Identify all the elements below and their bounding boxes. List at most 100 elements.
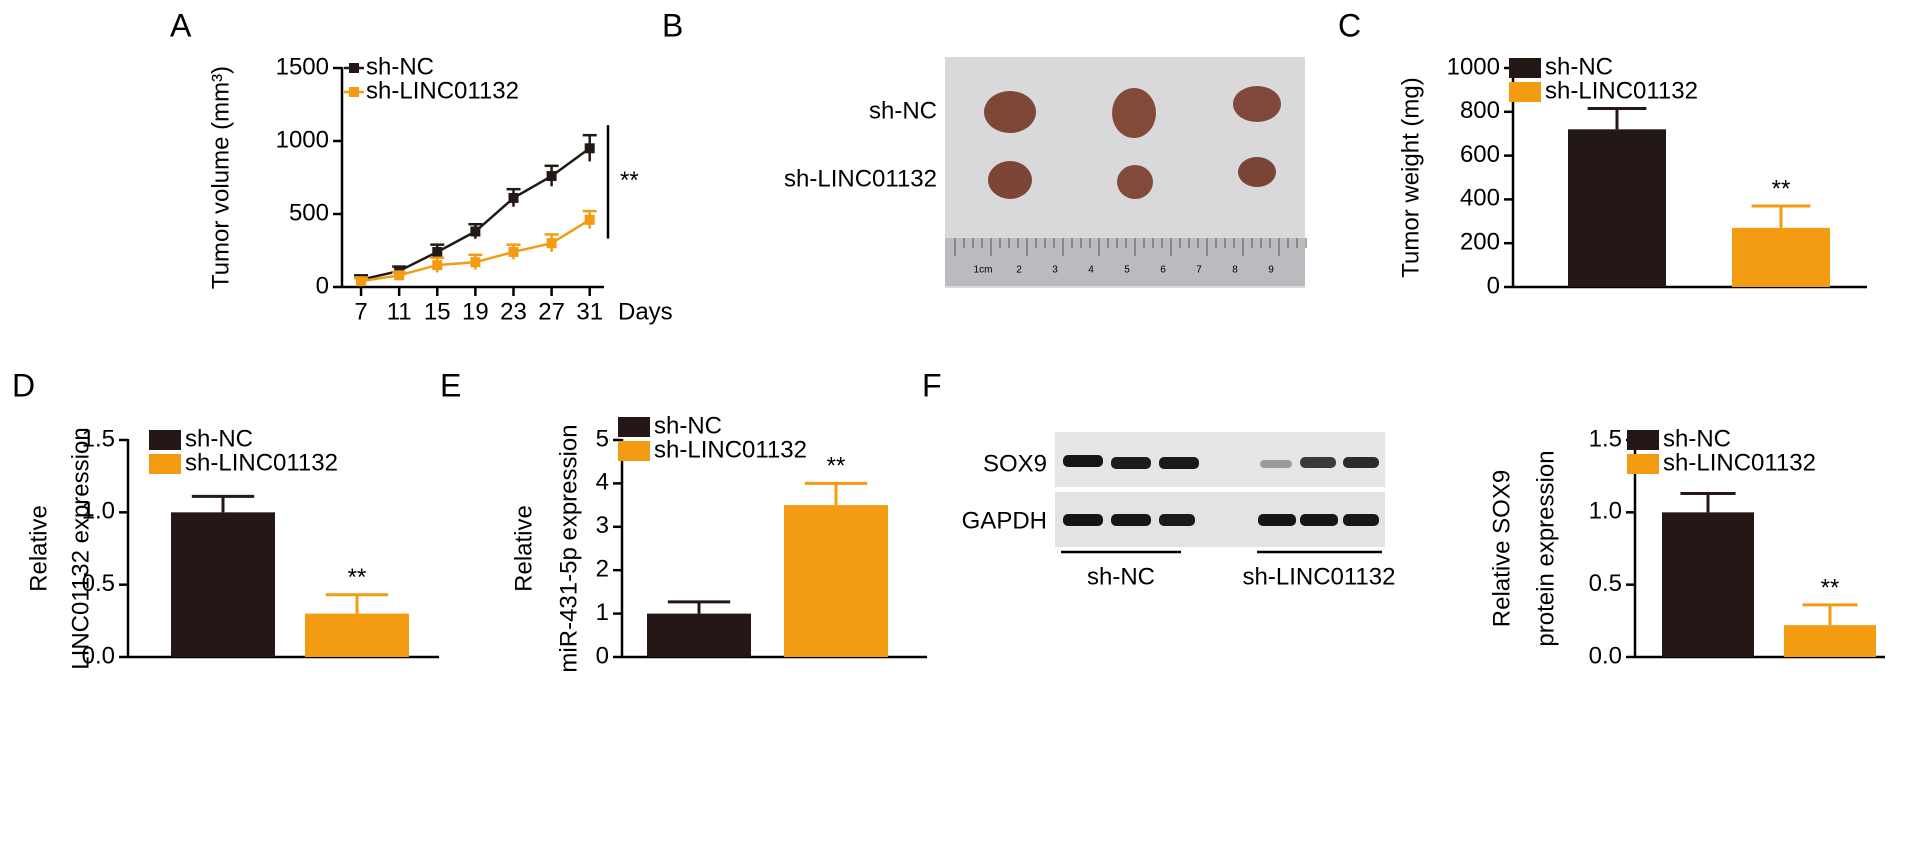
x-tick-label: 19 — [462, 298, 489, 325]
legend-swatch — [149, 430, 181, 450]
x-tick-label: 11 — [387, 298, 412, 325]
y-tick-label: 200 — [1460, 229, 1500, 256]
y-axis-label: Relative — [510, 505, 537, 592]
legend-label: sh-LINC01132 — [1663, 449, 1816, 476]
ruler-label: 9 — [1268, 265, 1274, 276]
band — [1258, 514, 1296, 526]
y-tick-label: 1.0 — [1589, 498, 1622, 525]
y-tick-label: 800 — [1460, 97, 1500, 124]
band — [1111, 457, 1151, 469]
marker — [584, 214, 595, 225]
ruler-label: 1cm — [974, 265, 993, 276]
legend-label: sh-LINC01132 — [366, 77, 519, 104]
significance-label: ** — [620, 167, 639, 194]
band — [1063, 455, 1103, 467]
bar — [1784, 625, 1876, 657]
marker — [356, 276, 367, 287]
band — [1260, 460, 1292, 468]
y-tick-label: 5 — [596, 425, 609, 452]
panel-letter: D — [12, 367, 35, 403]
panel-letter: B — [662, 7, 683, 43]
significance-label: ** — [1772, 175, 1791, 202]
y-axis-label: protein expression — [1532, 450, 1559, 646]
bar — [784, 505, 888, 657]
legend-label: sh-NC — [654, 412, 722, 439]
legend-swatch — [618, 417, 650, 437]
tumor — [1233, 86, 1281, 122]
legend-marker — [349, 63, 359, 73]
legend-label: sh-LINC01132 — [654, 436, 807, 463]
legend-label: sh-NC — [1545, 53, 1613, 80]
western-blot: SOX9 GAPDH sh-NC sh-LINC01132 — [962, 432, 1396, 590]
y-tick-label: 1 — [596, 599, 609, 626]
band — [1343, 457, 1379, 468]
legend-marker — [349, 87, 359, 97]
photo-row-label: sh-NC — [869, 97, 937, 124]
legend-swatch — [1509, 82, 1541, 102]
y-tick-label: 0.0 — [1589, 642, 1622, 669]
bar — [171, 512, 275, 657]
tumor — [1238, 157, 1276, 187]
bar — [1662, 512, 1754, 657]
y-tick-label: 2 — [596, 556, 609, 583]
blot-group-label: sh-NC — [1087, 563, 1155, 590]
marker — [470, 257, 481, 268]
ruler-label: 5 — [1124, 265, 1130, 276]
legend-label: sh-NC — [1663, 425, 1731, 452]
y-axis-label: Relative SOX9 — [1488, 470, 1515, 627]
x-tick-label: 7 — [354, 298, 367, 325]
legend-swatch — [618, 441, 650, 461]
y-tick-label: 1000 — [1447, 53, 1500, 80]
ruler-label: 2 — [1016, 265, 1022, 276]
bar — [1568, 129, 1666, 287]
blot-group-label: sh-LINC01132 — [1243, 563, 1396, 590]
band — [1063, 514, 1103, 526]
y-tick-label: 0 — [316, 272, 329, 299]
panel-letter: C — [1338, 7, 1361, 43]
y-axis-label: Relative — [25, 505, 52, 592]
marker — [432, 260, 443, 271]
y-tick-label: 1.5 — [1589, 425, 1622, 452]
marker — [546, 238, 557, 249]
x-tick-label: 27 — [538, 298, 565, 325]
y-tick-label: 1.5 — [82, 425, 115, 452]
marker — [508, 192, 519, 203]
band — [1300, 457, 1336, 468]
band — [1159, 514, 1195, 526]
ruler-label: 4 — [1088, 265, 1094, 276]
tumor — [984, 91, 1036, 133]
significance-label: ** — [827, 453, 846, 480]
blot-row-label: GAPDH — [962, 507, 1047, 534]
legend-label: sh-NC — [185, 425, 253, 452]
marker — [394, 270, 405, 281]
photo-row-label: sh-LINC01132 — [784, 165, 937, 192]
legend-label: sh-LINC01132 — [185, 449, 338, 476]
significance-label: ** — [348, 564, 367, 591]
y-tick-label: 1.0 — [82, 498, 115, 525]
blot-strip — [1055, 432, 1385, 487]
panel-letter: E — [440, 367, 461, 403]
significance-label: ** — [1821, 574, 1840, 601]
marker — [584, 143, 595, 154]
blot-row-label: SOX9 — [983, 450, 1047, 477]
y-axis-label: miR-431-5p expression — [555, 424, 582, 672]
y-tick-label: 600 — [1460, 141, 1500, 168]
ruler-label: 3 — [1052, 265, 1058, 276]
y-tick-label: 1000 — [276, 126, 329, 153]
y-axis-label: LINC01132 expression — [67, 427, 94, 669]
band — [1343, 514, 1379, 526]
legend-label: sh-NC — [366, 53, 434, 80]
legend-swatch — [149, 454, 181, 474]
x-tick-label: 31 — [576, 298, 603, 325]
marker — [432, 246, 443, 257]
panel-letter: F — [922, 367, 942, 403]
y-tick-label: 0.5 — [82, 570, 115, 597]
band — [1111, 514, 1151, 526]
y-tick-label: 400 — [1460, 185, 1500, 212]
tumor — [1112, 88, 1156, 138]
band — [1300, 514, 1338, 526]
y-tick-label: 0 — [596, 642, 609, 669]
ruler-label: 6 — [1160, 265, 1166, 276]
marker — [470, 226, 481, 237]
ruler-label: 7 — [1196, 265, 1202, 276]
